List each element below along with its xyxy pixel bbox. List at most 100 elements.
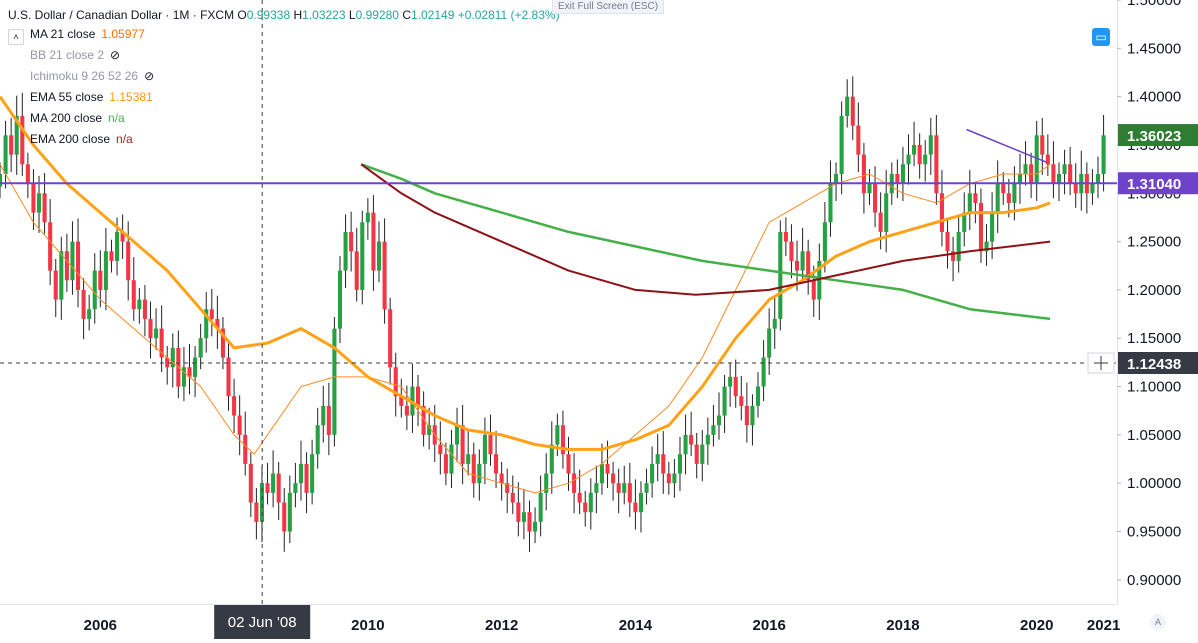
candle-body	[443, 454, 448, 474]
candle-body	[856, 125, 861, 155]
candle-body	[1073, 183, 1078, 194]
candle-body	[276, 473, 281, 503]
ema55-line	[0, 95, 1051, 451]
high-value: 1.03223	[302, 8, 346, 22]
candle-body	[1001, 183, 1006, 194]
indicator-row[interactable]: BB 21 close 2 ⊘	[8, 45, 560, 66]
symbol-title: U.S. Dollar / Canadian Dollar · 1M · FXC…	[8, 8, 235, 22]
candle-body	[427, 425, 432, 435]
candle-body	[951, 251, 956, 261]
candle-body	[728, 376, 733, 387]
candle-body	[310, 454, 315, 493]
candle-body	[404, 405, 409, 416]
exit-fullscreen-button[interactable]: Exit Full Screen (ESC)	[552, 0, 665, 14]
candle-body	[237, 415, 242, 435]
indicator-name: MA 200 close	[30, 111, 103, 125]
candle-body	[555, 425, 560, 445]
candle-body	[165, 357, 170, 368]
change-value: +0.02811 (+2.83%)	[457, 8, 560, 22]
candle-body	[371, 212, 376, 271]
eye-crossed-icon[interactable]: ⊘	[110, 48, 121, 62]
candle-body	[521, 512, 526, 522]
candle-body	[822, 222, 827, 261]
candle-body	[271, 473, 276, 493]
indicator-row[interactable]: ˄ MA 21 close 1.05977	[8, 24, 560, 45]
y-tick-label: 1.00000	[1127, 475, 1181, 492]
candle-body	[259, 483, 264, 522]
candle-body	[962, 212, 967, 232]
candle-body	[572, 473, 577, 493]
candle-body	[722, 386, 727, 416]
candle-body	[477, 463, 482, 484]
candle-body	[126, 241, 131, 281]
candle-body	[81, 289, 86, 319]
level-price-label-bg	[1118, 172, 1198, 195]
ma200-line	[360, 163, 1051, 321]
trendline[interactable]	[966, 128, 1048, 164]
indicator-row[interactable]: Ichimoku 9 26 52 26 ⊘	[8, 66, 560, 87]
candle-body	[282, 502, 287, 532]
candle-body	[1040, 135, 1045, 155]
candle-body	[767, 328, 772, 358]
candle-body	[867, 183, 872, 194]
candle-body	[142, 299, 147, 319]
scale-toggle-icon[interactable]: ▭	[1092, 28, 1110, 46]
candle-body	[750, 405, 755, 426]
candle-body	[549, 444, 554, 474]
candle-body	[622, 483, 627, 493]
candle-body	[510, 492, 515, 503]
candle-body	[0, 173, 3, 187]
candle-body	[839, 115, 844, 174]
candle-body	[705, 434, 710, 445]
candle-body	[170, 347, 175, 368]
candle-body	[611, 473, 616, 484]
x-tick-label: 2012	[485, 617, 518, 634]
candle-body	[343, 231, 348, 271]
candle-body	[945, 231, 950, 252]
candle-body	[845, 96, 850, 116]
candle-body	[332, 328, 337, 435]
last-price-label-bg	[1118, 124, 1198, 147]
candle-body	[349, 231, 354, 252]
candle-body	[154, 328, 159, 339]
candle-body	[298, 463, 304, 484]
candle-body	[811, 280, 816, 300]
candle-body	[978, 202, 983, 252]
candle-body	[460, 425, 465, 464]
candle-body	[1023, 164, 1028, 174]
candle-body	[315, 425, 320, 455]
indicator-row[interactable]: MA 200 close n/a	[8, 108, 560, 129]
indicator-name: Ichimoku 9 26 52 26	[30, 69, 139, 83]
candle-body	[204, 309, 209, 339]
candle-body	[739, 396, 744, 406]
auto-scale-icon[interactable]: A	[1150, 614, 1166, 630]
candle-body	[265, 483, 270, 493]
candle-body	[482, 434, 487, 464]
indicator-value: n/a	[108, 111, 125, 125]
candle-body	[360, 222, 365, 290]
y-tick-label: 1.25000	[1127, 234, 1181, 251]
candle-body	[744, 405, 749, 426]
candle-body	[895, 173, 900, 184]
indicator-row[interactable]: EMA 200 close n/a	[8, 129, 560, 150]
indicator-row[interactable]: EMA 55 close 1.15381	[8, 87, 560, 108]
candle-body	[220, 328, 225, 358]
chevron-up-icon[interactable]: ˄	[8, 28, 24, 45]
eye-crossed-icon[interactable]: ⊘	[144, 69, 155, 83]
candle-body	[1045, 154, 1050, 165]
candle-body	[850, 96, 855, 126]
candle-body	[382, 241, 387, 310]
candle-body	[783, 231, 788, 242]
y-tick-label: 1.45000	[1127, 40, 1181, 57]
candle-body	[538, 492, 543, 522]
candle-body	[1056, 173, 1062, 184]
candle-body	[666, 473, 671, 484]
low-value: 0.99280	[355, 8, 399, 22]
candle-body	[900, 164, 905, 184]
open-value: 0.99338	[246, 8, 291, 22]
candle-body	[772, 318, 777, 329]
candle-body	[59, 251, 64, 300]
candle-body	[683, 434, 688, 455]
